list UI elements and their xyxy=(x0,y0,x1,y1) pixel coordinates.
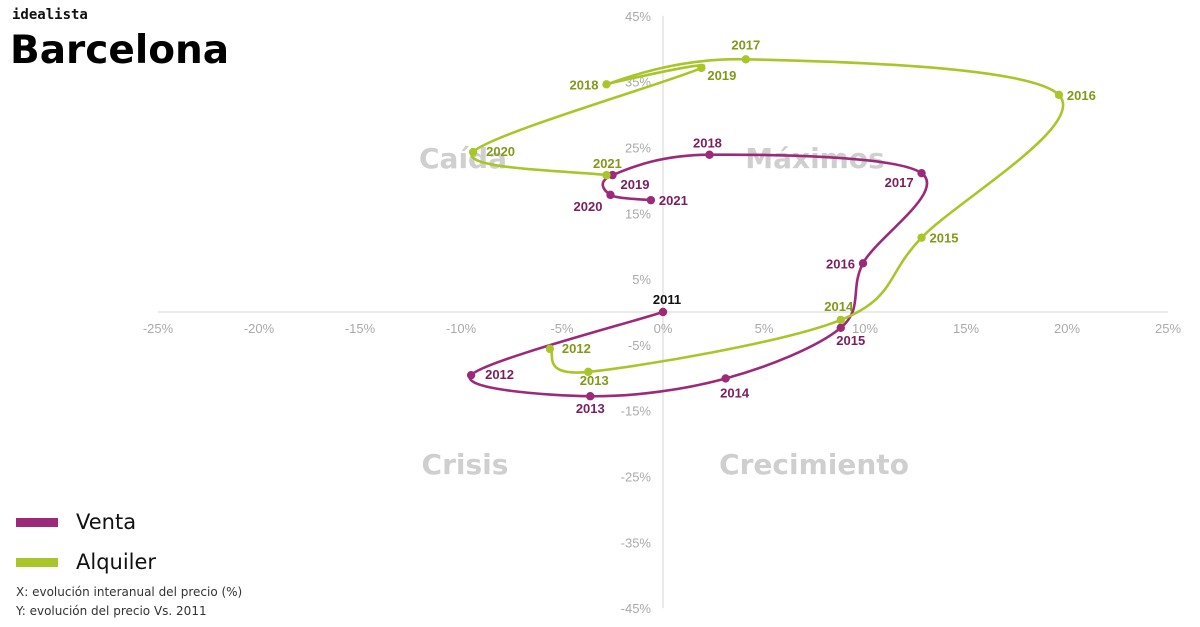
data-label: 2014 xyxy=(720,385,750,400)
series-line-alquiler xyxy=(470,57,1065,374)
data-label: 2017 xyxy=(731,37,760,52)
x-tick-label: 25% xyxy=(1155,321,1181,336)
data-point xyxy=(697,63,706,73)
series-alquiler: 2012 2013 2014 2015 2016 2017 2018 2019 2020 2021 xyxy=(468,37,1096,388)
data-point xyxy=(606,190,615,200)
x-tick-label: -5% xyxy=(550,321,574,336)
data-point xyxy=(836,315,845,325)
data-label: 2016 xyxy=(1067,88,1096,103)
data-label: 2012 xyxy=(485,367,514,382)
data-label: 2017 xyxy=(885,175,914,190)
legend-label-alquiler: Alquiler xyxy=(76,550,157,574)
y-tick-label: -45% xyxy=(621,601,652,616)
data-point xyxy=(721,374,730,383)
x-tick-label: -25% xyxy=(143,321,174,336)
chart-title: Barcelona xyxy=(10,28,230,73)
y-tick-label: 5% xyxy=(632,272,651,287)
y-tick-label: -35% xyxy=(621,535,652,550)
data-point xyxy=(586,392,595,401)
x-tick-label: 20% xyxy=(1054,321,1080,336)
y-tick-label: -25% xyxy=(621,470,652,485)
data-point xyxy=(836,323,845,332)
data-point xyxy=(741,55,751,64)
data-label: 2019 xyxy=(621,177,650,192)
data-label: 2020 xyxy=(574,199,603,214)
data-point xyxy=(1054,90,1064,100)
data-label: 2013 xyxy=(580,373,609,388)
data-point xyxy=(468,147,478,157)
y-tick-label: -15% xyxy=(621,404,652,419)
x-tick-label: 15% xyxy=(953,321,979,336)
quadrant-label: Crisis xyxy=(422,448,509,481)
y-tick-label: 45% xyxy=(625,9,651,24)
data-point xyxy=(658,307,668,317)
x-tick-label: -20% xyxy=(244,321,275,336)
legend: Venta Alquiler xyxy=(16,502,156,582)
series-venta: 2011 2012 2013 2014 2015 2016 2017 2018 2019 2020… xyxy=(466,136,929,416)
data-point xyxy=(602,80,611,89)
legend-item-venta: Venta xyxy=(16,502,156,542)
x-tick-label: 10% xyxy=(852,321,878,336)
data-label: 2011 xyxy=(653,292,681,307)
data-label: 2021 xyxy=(659,193,688,208)
data-label: 2016 xyxy=(826,256,855,271)
x-tick-label: -10% xyxy=(446,321,477,336)
x-axis-note: X: evolución interanual del precio (%) xyxy=(16,585,243,599)
data-point xyxy=(602,170,611,180)
data-label: 2015 xyxy=(930,231,959,246)
x-tick-label: 5% xyxy=(755,321,774,336)
data-point xyxy=(917,168,926,178)
data-point xyxy=(917,233,926,242)
y-axis-note: Y: evolución del precio Vs. 2011 xyxy=(16,604,207,618)
legend-swatch-alquiler xyxy=(16,557,58,567)
data-label: 2018 xyxy=(570,77,599,92)
legend-swatch-venta xyxy=(16,517,58,527)
quadrant-label: Máximos xyxy=(745,142,885,175)
data-label: 2021 xyxy=(593,156,622,171)
series-layer: 2011 2012 2013 2014 2015 2016 2017 2018 2019 2020… xyxy=(466,37,1096,416)
axis-notes: X: evolución interanual del precio (%) Y… xyxy=(16,583,242,621)
brand-logo: idealista xyxy=(12,7,88,23)
data-point xyxy=(646,195,656,205)
data-point xyxy=(608,170,617,180)
data-point xyxy=(858,259,868,268)
data-point xyxy=(705,150,714,159)
data-point xyxy=(545,344,555,354)
data-label: 2015 xyxy=(836,333,865,348)
data-point xyxy=(466,370,476,380)
y-tick-label: 15% xyxy=(625,206,651,221)
y-tick-label: -5% xyxy=(628,338,652,353)
data-label: 2014 xyxy=(824,299,854,314)
data-label: 2012 xyxy=(562,341,591,356)
data-point xyxy=(584,367,593,377)
quadrant-label: Crecimiento xyxy=(719,448,909,481)
data-label: 2013 xyxy=(576,401,605,416)
data-label: 2018 xyxy=(693,136,722,151)
x-tick-label: -15% xyxy=(345,321,376,336)
series-line-venta xyxy=(468,153,929,398)
data-label: 2019 xyxy=(707,68,736,83)
quadrant-labels: Caída Máximos Crisis Crecimiento xyxy=(419,142,909,481)
quadrant-label: Caída xyxy=(419,142,507,175)
data-label: 2020 xyxy=(486,144,515,159)
legend-item-alquiler: Alquiler xyxy=(16,542,156,582)
x-tick-label: 0% xyxy=(654,321,673,336)
y-tick-label: 25% xyxy=(625,141,651,156)
legend-label-venta: Venta xyxy=(76,510,137,534)
